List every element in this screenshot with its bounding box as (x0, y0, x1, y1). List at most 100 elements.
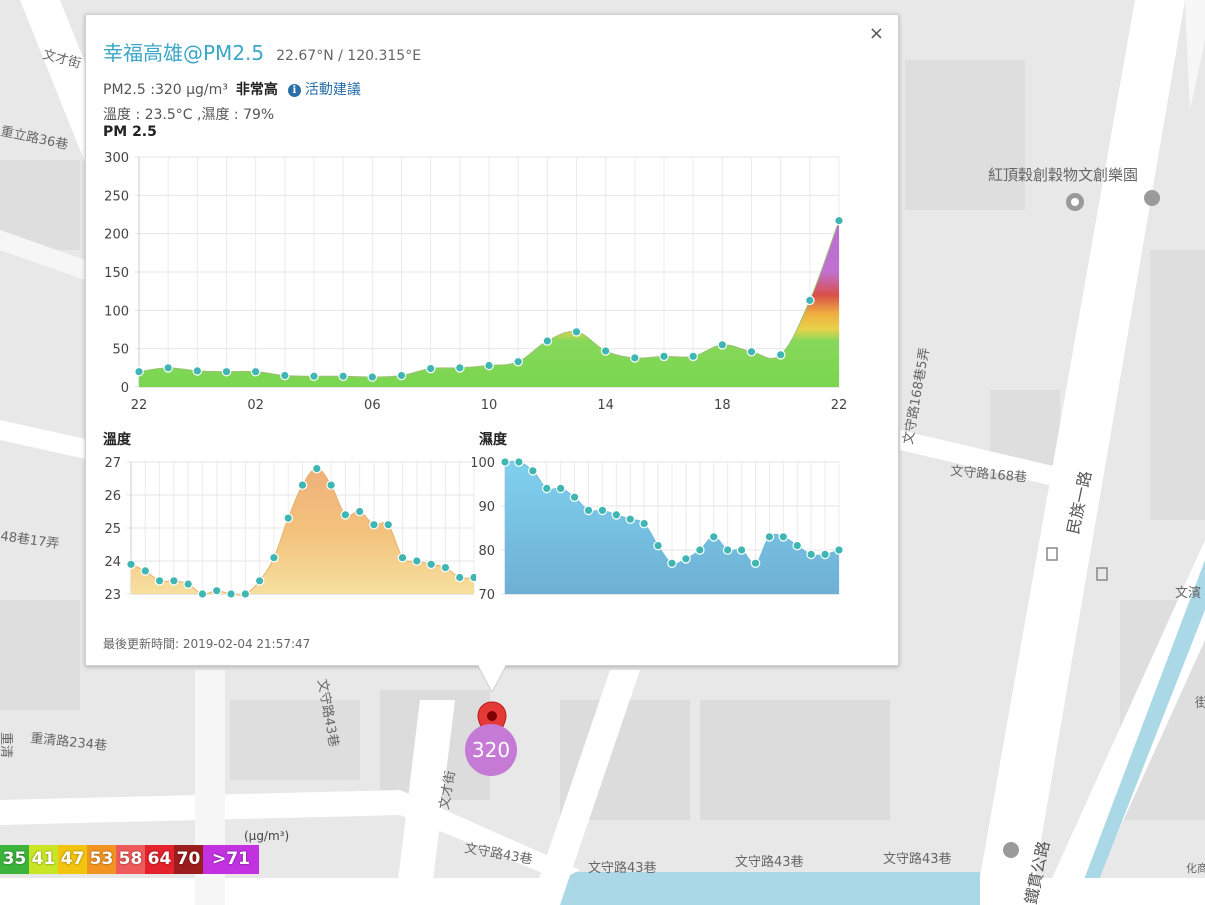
y-tick-label: 80 (478, 544, 495, 559)
site-title[interactable]: 幸福高雄@PM2.5 (103, 41, 265, 65)
info-icon[interactable]: i (287, 84, 301, 97)
data-point[interactable] (569, 492, 580, 502)
data-point[interactable] (140, 566, 151, 576)
legend-cell: 70 (174, 845, 203, 874)
data-point[interactable] (708, 532, 719, 542)
data-point[interactable] (397, 552, 408, 563)
data-point[interactable] (555, 483, 566, 494)
data-point[interactable] (630, 353, 640, 363)
data-point[interactable] (240, 589, 251, 599)
y-tick-label: 23 (104, 588, 121, 603)
data-point[interactable] (134, 366, 144, 377)
data-point[interactable] (717, 340, 728, 350)
data-point[interactable] (667, 558, 677, 568)
data-point[interactable] (736, 545, 747, 555)
data-point[interactable] (688, 351, 698, 362)
data-point[interactable] (254, 576, 265, 586)
data-point[interactable] (126, 559, 136, 570)
pm-level: 非常高 (235, 82, 278, 98)
series-area (139, 220, 839, 387)
data-point[interactable] (326, 480, 336, 490)
route-shield-icon-2 (1003, 842, 1019, 858)
pm-marker-badge[interactable]: 320 (465, 724, 517, 776)
activity-advice-link[interactable]: 活動建議 (304, 82, 361, 98)
data-point[interactable] (469, 572, 476, 583)
data-point[interactable] (283, 513, 294, 523)
data-point[interactable] (280, 370, 290, 381)
data-point[interactable] (455, 363, 465, 373)
data-point[interactable] (383, 519, 394, 530)
data-point[interactable] (834, 215, 844, 226)
data-point[interactable] (163, 363, 173, 373)
data-point[interactable] (750, 558, 761, 568)
close-button[interactable]: × (868, 23, 884, 44)
data-point[interactable] (226, 589, 236, 599)
data-point[interactable] (775, 350, 786, 360)
pm-chart[interactable]: 0 50 100 150 200 250 300 22 02 06 10 14 18 22 (96, 145, 856, 430)
data-point[interactable] (600, 346, 611, 356)
data-point[interactable] (454, 572, 465, 583)
data-point[interactable] (764, 532, 775, 542)
data-point[interactable] (426, 559, 436, 570)
data-point[interactable] (484, 360, 494, 371)
data-point[interactable] (639, 518, 649, 529)
site-coordinates: 22.67°N / 120.315°E (276, 48, 422, 64)
data-point[interactable] (192, 366, 203, 376)
data-point[interactable] (746, 346, 757, 357)
data-point[interactable] (154, 576, 165, 586)
data-point[interactable] (778, 532, 789, 542)
data-point[interactable] (625, 514, 636, 524)
data-point[interactable] (820, 549, 830, 560)
data-point[interactable] (211, 585, 222, 596)
data-point[interactable] (367, 372, 378, 382)
data-point[interactable] (440, 562, 451, 573)
map-label-hua-edge: 化商 (1186, 861, 1205, 875)
data-point[interactable] (311, 463, 322, 474)
data-point[interactable] (250, 366, 261, 377)
data-point[interactable] (340, 510, 351, 520)
data-point[interactable] (197, 589, 208, 599)
data-point[interactable] (309, 371, 319, 382)
legend-unit: (μg/m³) (244, 829, 290, 843)
y-tick-label: 25 (104, 522, 121, 537)
data-point[interactable] (221, 366, 232, 377)
data-point[interactable] (542, 336, 553, 346)
data-point[interactable] (541, 483, 552, 494)
temp-chart[interactable]: 23 24 25 26 27 (96, 447, 476, 617)
y-tick-label: 0 (121, 381, 129, 396)
data-point[interactable] (806, 549, 816, 560)
data-point[interactable] (412, 556, 422, 566)
x-tick-label: 18 (714, 398, 731, 413)
data-point[interactable] (269, 552, 279, 563)
data-point[interactable] (681, 554, 691, 564)
map-label-wenshou168: 文守路168巷 (950, 463, 1028, 486)
data-point[interactable] (425, 363, 436, 374)
legend-cell: 35 (0, 845, 29, 874)
data-point[interactable] (528, 465, 538, 476)
data-point[interactable] (183, 579, 193, 589)
last-updated: 最後更新時間: 2019-02-04 21:57:47 (103, 637, 311, 651)
data-point[interactable] (653, 540, 663, 551)
data-point[interactable] (805, 295, 815, 306)
data-point[interactable] (169, 576, 179, 586)
data-point[interactable] (611, 510, 622, 520)
data-point[interactable] (500, 457, 510, 467)
data-point[interactable] (583, 505, 594, 516)
data-point[interactable] (354, 506, 365, 517)
data-point[interactable] (834, 545, 844, 555)
data-point[interactable] (792, 540, 803, 551)
data-point[interactable] (369, 519, 379, 530)
data-point[interactable] (659, 351, 669, 362)
data-point[interactable] (338, 371, 348, 382)
temp-chart-title: 溫度 (103, 432, 131, 448)
data-point[interactable] (514, 457, 524, 467)
hum-chart[interactable]: 70 80 90 100 (472, 447, 852, 617)
y-tick-label: 150 (104, 266, 129, 281)
data-point[interactable] (396, 370, 407, 381)
data-point[interactable] (695, 545, 705, 555)
data-point[interactable] (513, 356, 523, 367)
data-point[interactable] (571, 327, 582, 337)
data-point[interactable] (297, 480, 308, 490)
data-point[interactable] (597, 505, 608, 516)
data-point[interactable] (722, 545, 733, 555)
